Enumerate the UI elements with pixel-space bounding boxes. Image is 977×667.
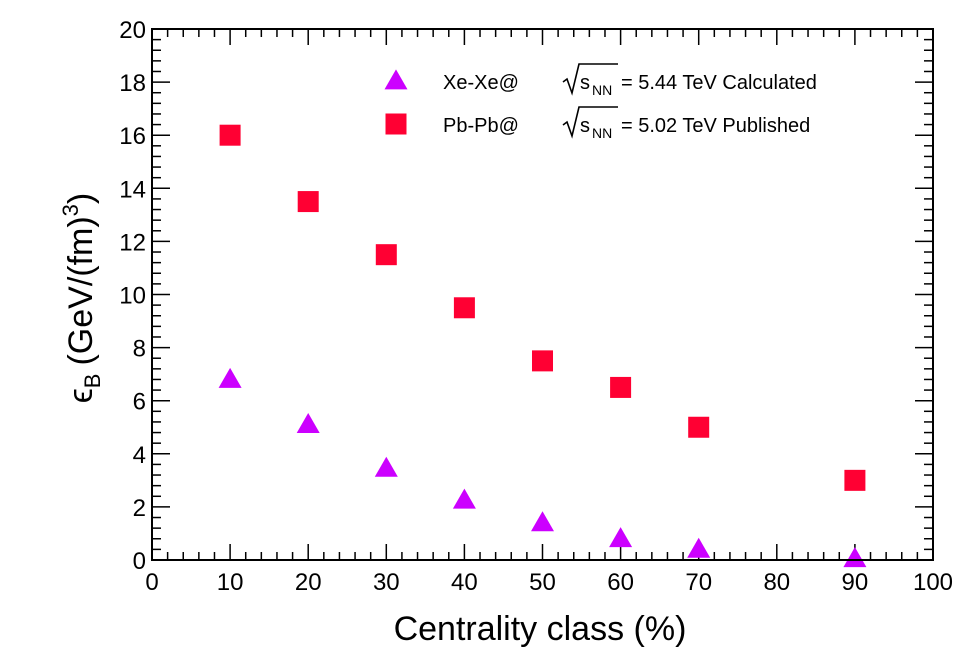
x-tick-label: 90 bbox=[842, 569, 869, 596]
legend-triangle-marker bbox=[384, 69, 408, 90]
x-tick-label: 0 bbox=[145, 569, 158, 596]
plot-frame bbox=[151, 28, 934, 561]
y-tick-label: 14 bbox=[119, 176, 146, 203]
pbpb-data-point bbox=[610, 376, 632, 398]
x-tick-label: 100 bbox=[913, 569, 953, 596]
y-tick-label: 2 bbox=[133, 495, 146, 522]
legend-sqrt-subscript: NN bbox=[592, 82, 612, 98]
y-tick-label: 4 bbox=[133, 442, 146, 469]
legend-sqrt-subscript: NN bbox=[592, 125, 612, 141]
tick-labels-layer: 0 10 20 30 40 50 60 70 80 90 100 0 2 4 6 8 10 12 14 16 18 20 bbox=[119, 17, 953, 596]
y-axis-close: ) bbox=[62, 193, 100, 204]
ticks-layer bbox=[151, 28, 934, 561]
x-tick-label: 40 bbox=[451, 569, 478, 596]
pbpb-data-point bbox=[532, 350, 553, 372]
legend-energy-label: = 5.44 TeV Calculated bbox=[621, 72, 817, 94]
x-tick-label: 10 bbox=[217, 569, 244, 596]
legend-square-marker bbox=[385, 113, 407, 135]
xexe-data-point bbox=[452, 488, 476, 509]
y-tick-label: 8 bbox=[133, 336, 146, 363]
x-tick-label: 20 bbox=[295, 569, 322, 596]
x-tick-label: 30 bbox=[373, 569, 400, 596]
legend-system-label: Pb-Pb@ bbox=[443, 115, 519, 137]
pbpb-data-point bbox=[453, 297, 475, 319]
x-tick-label: 70 bbox=[685, 569, 712, 596]
sqrt-sign bbox=[562, 63, 618, 96]
pbpb-data-point bbox=[844, 469, 866, 491]
y-tick-label: 12 bbox=[119, 229, 146, 256]
x-tick-label: 50 bbox=[529, 569, 556, 596]
xexe-data-point bbox=[843, 547, 867, 568]
y-axis-symbol: ϵ bbox=[62, 388, 100, 403]
xexe-data-point bbox=[609, 527, 633, 548]
sqrt-sign bbox=[562, 106, 618, 139]
pbpb-data-point bbox=[688, 416, 710, 438]
y-axis-superscript: 3 bbox=[58, 204, 83, 216]
pbpb-data-point bbox=[219, 124, 241, 146]
x-tick-label: 60 bbox=[607, 569, 634, 596]
x-tick-label: 80 bbox=[763, 569, 790, 596]
y-axis-title: ϵB (GeV/(fm)3) bbox=[58, 193, 105, 404]
y-axis-unit: (GeV/(fm) bbox=[62, 216, 100, 365]
y-tick-label: 6 bbox=[133, 389, 146, 416]
xexe-data-point bbox=[218, 367, 242, 388]
legend-energy-label: = 5.02 TeV Published bbox=[621, 115, 810, 137]
y-tick-label: 10 bbox=[119, 283, 146, 310]
y-tick-label: 18 bbox=[119, 70, 146, 97]
xexe-data-point bbox=[296, 412, 320, 433]
legend-sqrt-variable: s bbox=[580, 115, 590, 137]
pbpb-data-point bbox=[375, 244, 397, 266]
x-axis-title: Centrality class (%) bbox=[394, 610, 687, 648]
xexe-data-point bbox=[531, 511, 554, 532]
xexe-data-point bbox=[374, 456, 398, 477]
y-tick-label: 0 bbox=[133, 548, 146, 575]
y-axis-subscript: B bbox=[80, 374, 105, 389]
data-marks-layer bbox=[218, 124, 867, 568]
pbpb-data-point bbox=[297, 191, 319, 213]
y-tick-label: 16 bbox=[119, 123, 146, 150]
legend-system-label: Xe-Xe@ bbox=[443, 72, 519, 94]
legend-sqrt-variable: s bbox=[580, 72, 590, 94]
y-tick-label: 20 bbox=[119, 17, 146, 44]
xexe-data-point bbox=[687, 537, 711, 558]
